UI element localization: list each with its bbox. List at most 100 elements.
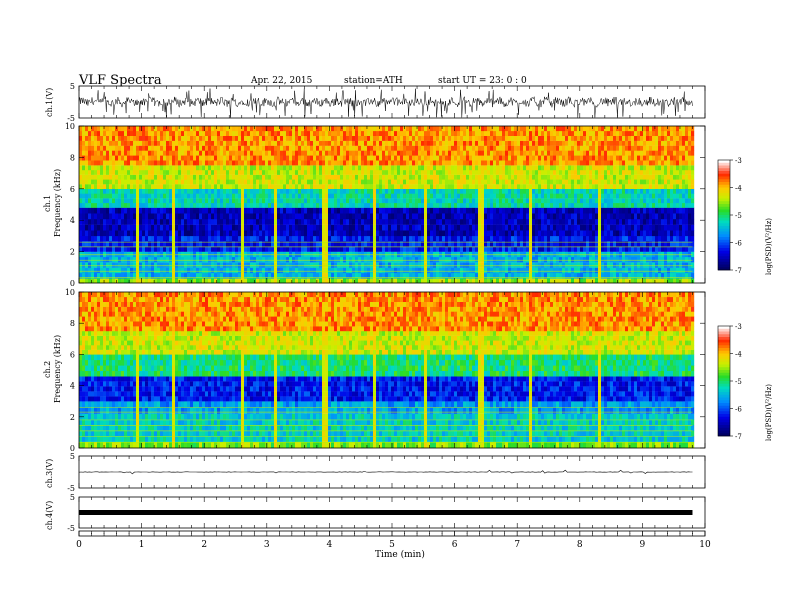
spectrogram-cell [214,230,218,237]
spectrogram-cell [376,165,380,171]
spectrogram-cell [238,213,242,220]
spectrogram-cell [133,135,137,141]
spectrogram-cell [289,207,293,214]
spectrogram-cell [238,273,242,279]
spectrogram-cell [379,213,383,220]
spectrogram-cell [307,207,311,214]
spectrogram-cell [127,251,131,258]
spectrogram-cell [205,198,209,204]
spectrogram-cell [439,278,443,284]
spectrogram-cell [211,150,215,156]
spectrogram-cell [301,174,305,180]
spectrogram-cell [292,184,296,189]
spectrogram-cell [337,150,341,156]
spectrogram-cell [259,160,263,166]
spectrogram-cell [256,155,260,161]
spectrogram-cell [220,251,224,258]
spectrogram-cell [481,267,485,274]
spectrogram-cell [376,160,380,166]
spectrogram-cell [268,188,272,194]
spectrogram-cell [436,150,440,156]
spectrogram-cell [385,198,389,204]
spectrogram-cell [202,155,206,161]
spectrogram-cell [139,235,143,242]
spectrogram-cell [469,174,473,180]
spectrogram-cell [277,170,281,175]
spectrogram-cell [511,278,515,284]
spectrogram-cell [457,130,461,136]
spectrogram-cell [307,230,311,237]
spectrogram-cell [85,213,89,220]
spectrogram-cell [187,160,191,166]
spectrogram-cell [346,188,350,194]
spectrogram-cell [361,251,365,258]
spectrogram-cell [469,145,473,151]
spectrogram-cell [457,246,461,252]
spectrogram-cell [415,246,419,252]
spectrogram-cell [337,174,341,180]
spectrogram-cell [256,130,260,136]
spectrogram-cell [493,165,497,171]
spectrogram-cell [190,224,194,231]
spectrogram-cell [490,179,494,185]
spectrogram-cell [223,267,227,274]
spectrogram-cell [172,202,176,208]
spectrogram-cell [175,170,179,175]
spectrogram-cell [187,150,191,156]
spectrogram-cell [304,213,308,220]
spectrogram-cell [421,135,425,141]
spectrogram-cell [346,165,350,171]
spectrogram-cell [139,246,143,252]
spectrogram-cell [367,241,371,247]
spectrogram-cell [184,207,188,214]
spectrogram-cell [346,160,350,166]
spectrogram-cell [178,251,182,258]
spectrogram-cell [322,262,326,268]
spectrogram-cell [334,256,338,263]
spectrogram-cell [544,241,548,247]
spectrogram-cell [466,126,470,132]
spectrogram-cell [433,267,437,274]
spectrogram-cell [427,267,431,274]
spectrogram-cell [97,198,101,204]
spectrogram-cell [370,267,374,274]
spectrogram-cell [259,241,263,247]
spectrogram-cell [307,160,311,166]
spectrogram-cell [385,218,389,225]
spectrogram-cell [277,262,281,268]
spectrogram-cell [223,218,227,225]
spectrogram-cell [397,126,401,132]
spectrogram-cell [232,246,236,252]
spectrogram-cell [322,188,326,194]
spectrogram-cell [145,246,149,252]
spectrogram-cell [166,230,170,237]
spectrogram-cell [403,207,407,214]
spectrogram-cell [451,179,455,185]
spectrogram-cell [100,135,104,141]
spectrogram-cell [181,150,185,156]
spectrogram-cell [529,126,533,132]
spectrogram-cell [127,267,131,274]
spectrogram-cell [214,170,218,175]
spectrogram-cell [277,193,281,199]
spectrogram-cell [499,273,503,279]
spectrogram-cell [262,262,266,268]
spectrogram-cell [217,198,221,204]
spectrogram-cell [259,193,263,199]
spectrogram-cell [496,160,500,166]
spectrogram-cell [361,150,365,156]
spectrogram-cell [496,213,500,220]
spectrogram-cell [415,207,419,214]
spectrogram-cell [439,235,443,242]
spectrogram-cell [298,207,302,214]
spectrogram-cell [121,165,125,171]
spectrogram-cell [151,170,155,175]
spectrogram-cell [481,188,485,194]
spectrogram-cell [316,184,320,189]
spectrogram-cell [496,140,500,146]
spectrogram-cell [223,155,227,161]
spectrogram-cell [103,202,107,208]
spectrogram-cell [535,267,539,274]
spectrogram-cell [472,207,476,214]
spectrogram-cell [160,235,164,242]
